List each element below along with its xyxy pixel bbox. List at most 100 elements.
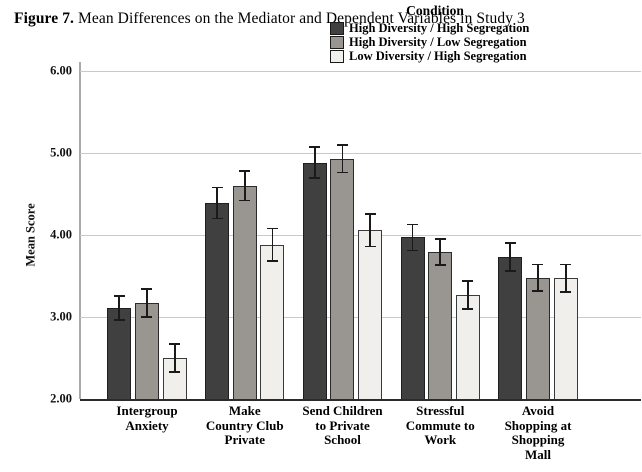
bar (107, 307, 132, 399)
error-bar-cap (336, 171, 348, 174)
bar (232, 185, 257, 399)
bar-slot (330, 71, 355, 399)
error-bar-cap (141, 316, 153, 318)
bar-group (400, 71, 480, 399)
y-tick-label: 3.00 (50, 309, 72, 324)
bar (428, 252, 453, 399)
error-bar-line (369, 212, 372, 248)
y-tick-label: 5.00 (50, 145, 72, 160)
y-axis-line (79, 62, 81, 399)
bar-group (498, 71, 578, 399)
bar-slot (428, 71, 453, 399)
error-bar-cap (266, 260, 278, 263)
error-bar-cap (462, 307, 474, 310)
legend: Condition High Diversity / High Segregat… (330, 3, 540, 63)
legend-row: Low Diversity / High Segregation (330, 49, 540, 64)
error-bar-cap (266, 227, 278, 230)
bar-group (205, 71, 285, 399)
bar-slot (553, 71, 578, 399)
bar (498, 257, 523, 399)
error-bar-line (243, 170, 246, 202)
error-bar-line (564, 263, 567, 294)
bar (553, 278, 578, 399)
gridline (80, 152, 641, 154)
error-bar-cap (532, 289, 544, 292)
error-bar-cap (239, 199, 251, 202)
error-bar-line (173, 343, 176, 373)
bar (400, 237, 425, 399)
error-bar-cap (434, 264, 446, 267)
bar-slot (107, 71, 132, 399)
error-bar-line (118, 294, 121, 322)
error-bar-cap (239, 170, 251, 173)
error-bar-cap (462, 280, 474, 282)
plot-area (80, 70, 641, 401)
error-bar-cap (407, 223, 419, 226)
bar-slot (205, 71, 230, 399)
bar (134, 303, 159, 399)
bar-slot (525, 71, 550, 399)
bar-group (302, 71, 383, 399)
bar (358, 230, 383, 399)
error-bar-cap (141, 288, 153, 291)
error-bar-cap (309, 146, 321, 149)
bar-slot (162, 71, 187, 399)
error-bar-cap (532, 263, 544, 266)
legend-row: High Diversity / Low Segregation (330, 35, 540, 50)
bar-slot (400, 71, 425, 399)
error-bar-cap (407, 249, 419, 252)
legend-label: Low Diversity / High Segregation (349, 49, 527, 63)
error-bar-cap (560, 263, 572, 266)
legend-swatch-high-div-low-seg (330, 36, 344, 50)
error-bar-cap (364, 212, 376, 215)
figure-caption: Mean Differences on the Mediator and Dep… (74, 10, 525, 27)
error-bar-line (271, 227, 274, 263)
error-bar-line (509, 242, 512, 272)
bar (455, 294, 480, 399)
bar-group (107, 71, 187, 399)
bar-slot (302, 71, 327, 399)
error-bar-cap (434, 238, 446, 241)
bar (525, 277, 550, 399)
legend-title: Condition (406, 3, 464, 18)
bar-slot (260, 71, 285, 399)
legend-label: High Diversity / High Segregation (349, 21, 530, 36)
figure-number-label: Figure 7. (14, 10, 75, 27)
category-label: Avoid Shopping at Shopping Mall (504, 403, 572, 462)
bar (205, 203, 230, 399)
error-bar-cap (211, 186, 223, 189)
bar-slot (358, 71, 383, 399)
category-label: Intergroup Anxiety (116, 403, 178, 433)
figure-title: Figure 7. Mean Differences on the Mediat… (14, 10, 632, 28)
error-bar-cap (113, 294, 125, 297)
error-bar-line (216, 186, 218, 220)
bar-slot (498, 71, 523, 399)
y-tick-label: 4.00 (50, 227, 72, 242)
error-bar-line (439, 238, 442, 267)
error-bar-cap (336, 143, 348, 146)
bar-slot (455, 71, 480, 399)
error-bar-line (537, 263, 539, 292)
legend-label: High Diversity / Low Segregation (349, 35, 527, 50)
error-bar-cap (560, 291, 572, 294)
bar-slot (232, 71, 257, 399)
bar (260, 244, 285, 399)
y-tick-label: 6.00 (50, 63, 72, 78)
error-bar-line (313, 146, 316, 180)
legend-swatch-low-div-high-seg (330, 49, 344, 63)
error-bar-cap (309, 177, 321, 180)
error-bar-cap (504, 270, 516, 272)
error-bar-cap (211, 217, 223, 220)
error-bar-cap (504, 242, 516, 245)
error-bar-cap (113, 319, 125, 322)
error-bar-cap (169, 343, 181, 346)
error-bar-line (467, 280, 469, 310)
y-tick-label: 2.00 (50, 391, 72, 406)
bar-slot (134, 71, 159, 399)
bar (302, 162, 327, 399)
category-label: Stressful Commute to Work (405, 403, 475, 448)
legend-swatch-high-div-high-seg (330, 22, 344, 36)
category-label: Send Children to Private School (302, 403, 383, 448)
category-label: Make Country Club Private (205, 403, 284, 448)
